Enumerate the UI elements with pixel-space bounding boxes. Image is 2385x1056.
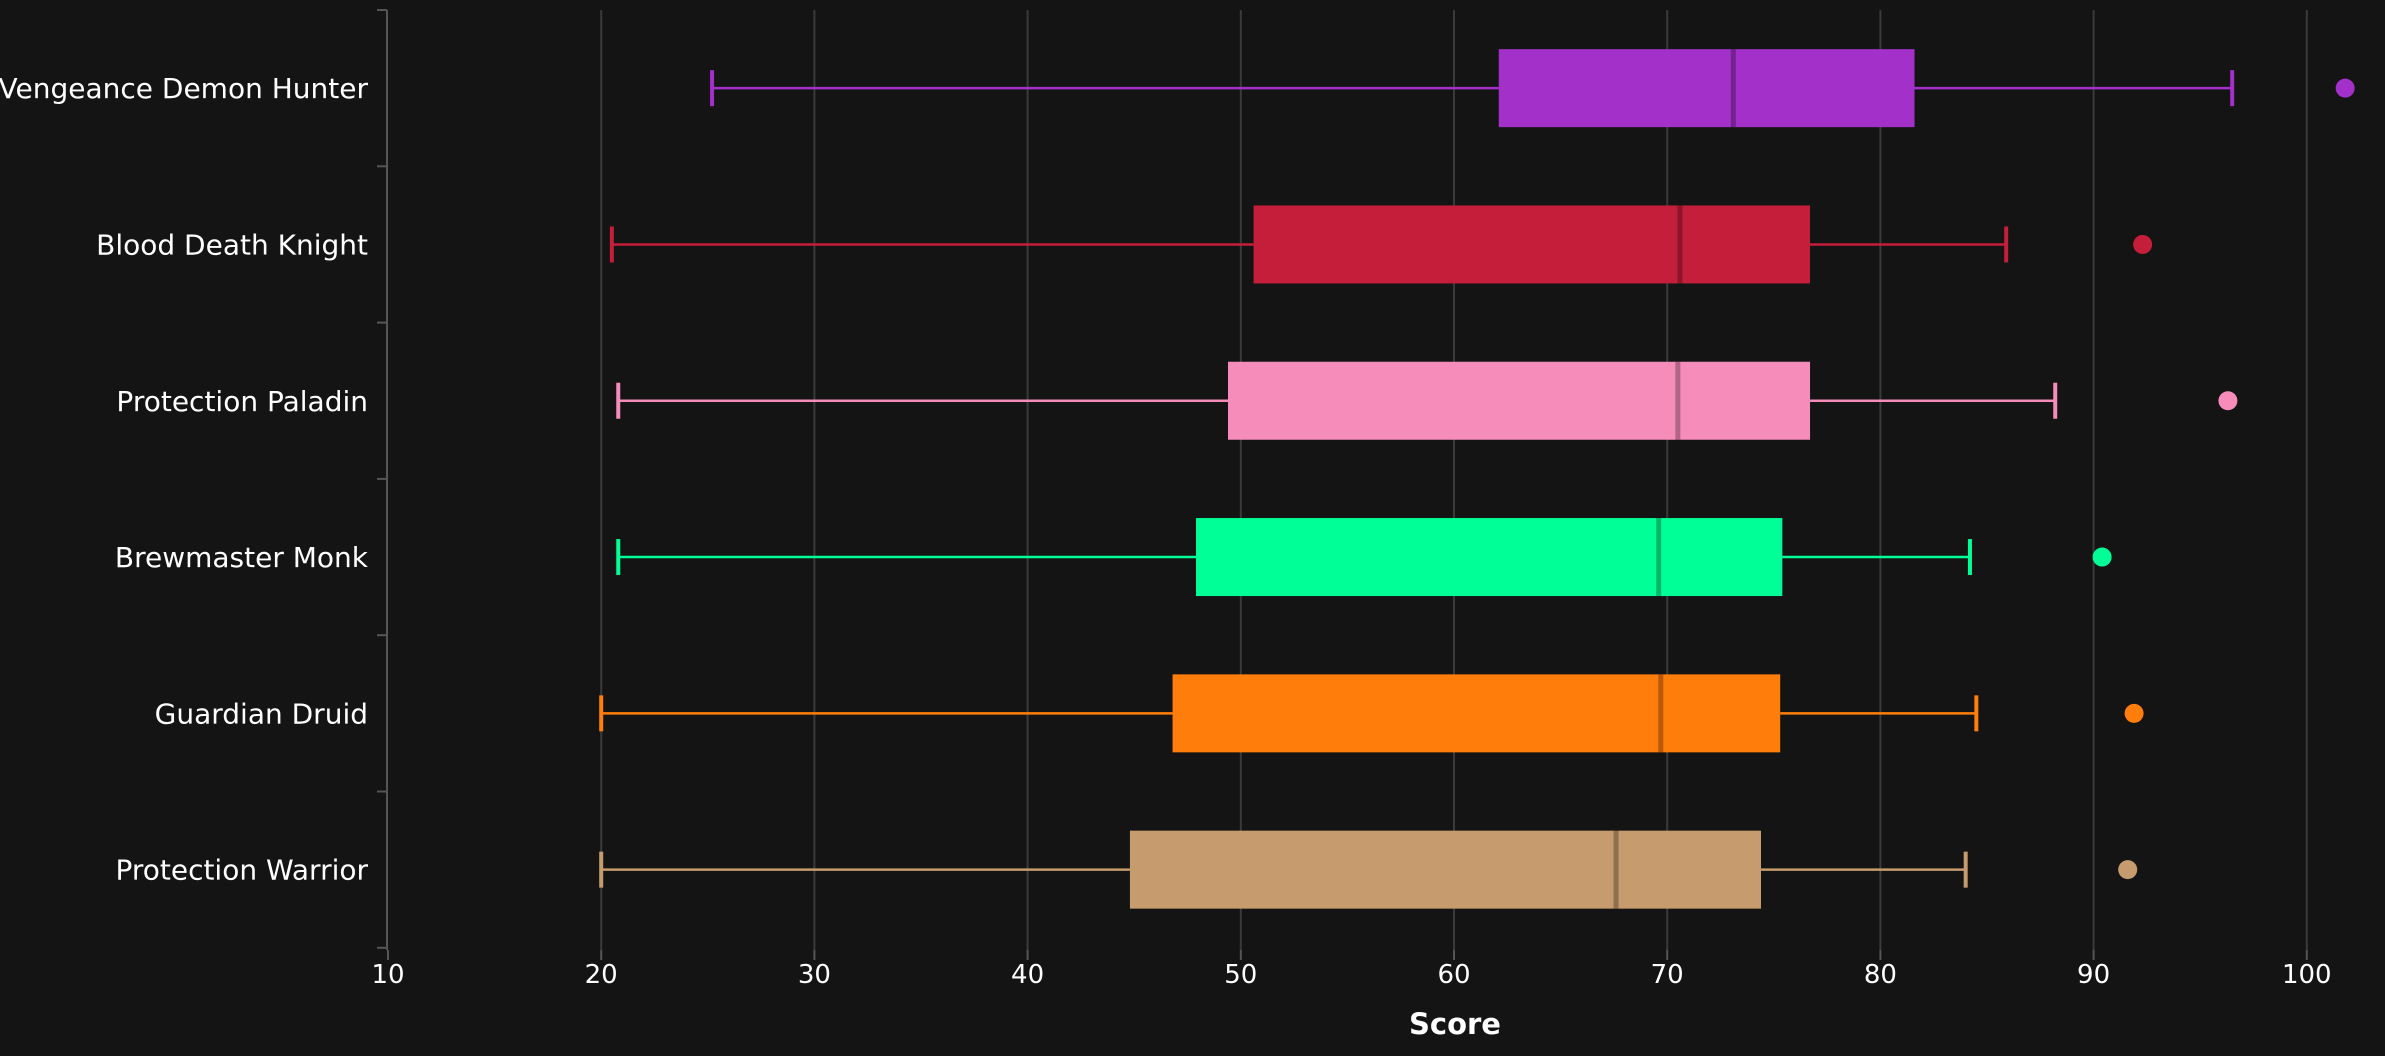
- category-label-vengeance-demon-hunter: Vengeance Demon Hunter: [0, 72, 368, 105]
- x-tick-label-10: 10: [371, 960, 404, 990]
- box-brewmaster-monk: [616, 518, 2112, 597]
- x-tick-label-60: 60: [1437, 960, 1470, 990]
- category-label-blood-death-knight: Blood Death Knight: [96, 228, 368, 261]
- x-tick-label-90: 90: [2077, 960, 2110, 990]
- box-protection-warrior: [599, 830, 2138, 909]
- boxes: [599, 49, 2355, 909]
- iqr-box: [1196, 518, 1783, 597]
- outlier-point-0: [2218, 391, 2238, 411]
- outlier-point-0: [2092, 547, 2112, 567]
- axes: [377, 9, 2308, 960]
- x-tick-label-20: 20: [585, 960, 618, 990]
- x-tick-label-50: 50: [1224, 960, 1257, 990]
- x-tick-label-80: 80: [1864, 960, 1897, 990]
- box-blood-death-knight: [609, 205, 2153, 284]
- outlier-point-0: [2133, 234, 2153, 254]
- category-label-brewmaster-monk: Brewmaster Monk: [115, 541, 369, 574]
- labels: 10 20 30 40 50 60 70 80 90 100 Vengeance Demon Hun…: [0, 72, 2332, 990]
- box-guardian-druid: [599, 674, 2144, 753]
- category-label-protection-paladin: Protection Paladin: [116, 385, 368, 418]
- category-label-guardian-druid: Guardian Druid: [155, 697, 368, 730]
- category-label-protection-warrior: Protection Warrior: [115, 854, 368, 887]
- iqr-box: [1253, 205, 1811, 284]
- grid-lines: [600, 10, 2308, 950]
- x-tick-label-40: 40: [1011, 960, 1044, 990]
- outlier-point-0: [2335, 78, 2355, 98]
- x-tick-label-100: 100: [2282, 960, 2332, 990]
- iqr-box: [1129, 830, 1762, 909]
- x-tick-label-70: 70: [1651, 960, 1684, 990]
- outlier-point-0: [2124, 703, 2144, 723]
- iqr-box: [1172, 674, 1781, 753]
- iqr-box: [1498, 49, 1915, 128]
- box-protection-paladin: [616, 361, 2238, 440]
- iqr-box: [1228, 361, 1811, 440]
- x-tick-label-30: 30: [798, 960, 831, 990]
- box-vengeance-demon-hunter: [710, 49, 2355, 128]
- x-axis-title: Score: [1409, 1007, 1501, 1041]
- outlier-point-0: [2118, 860, 2138, 880]
